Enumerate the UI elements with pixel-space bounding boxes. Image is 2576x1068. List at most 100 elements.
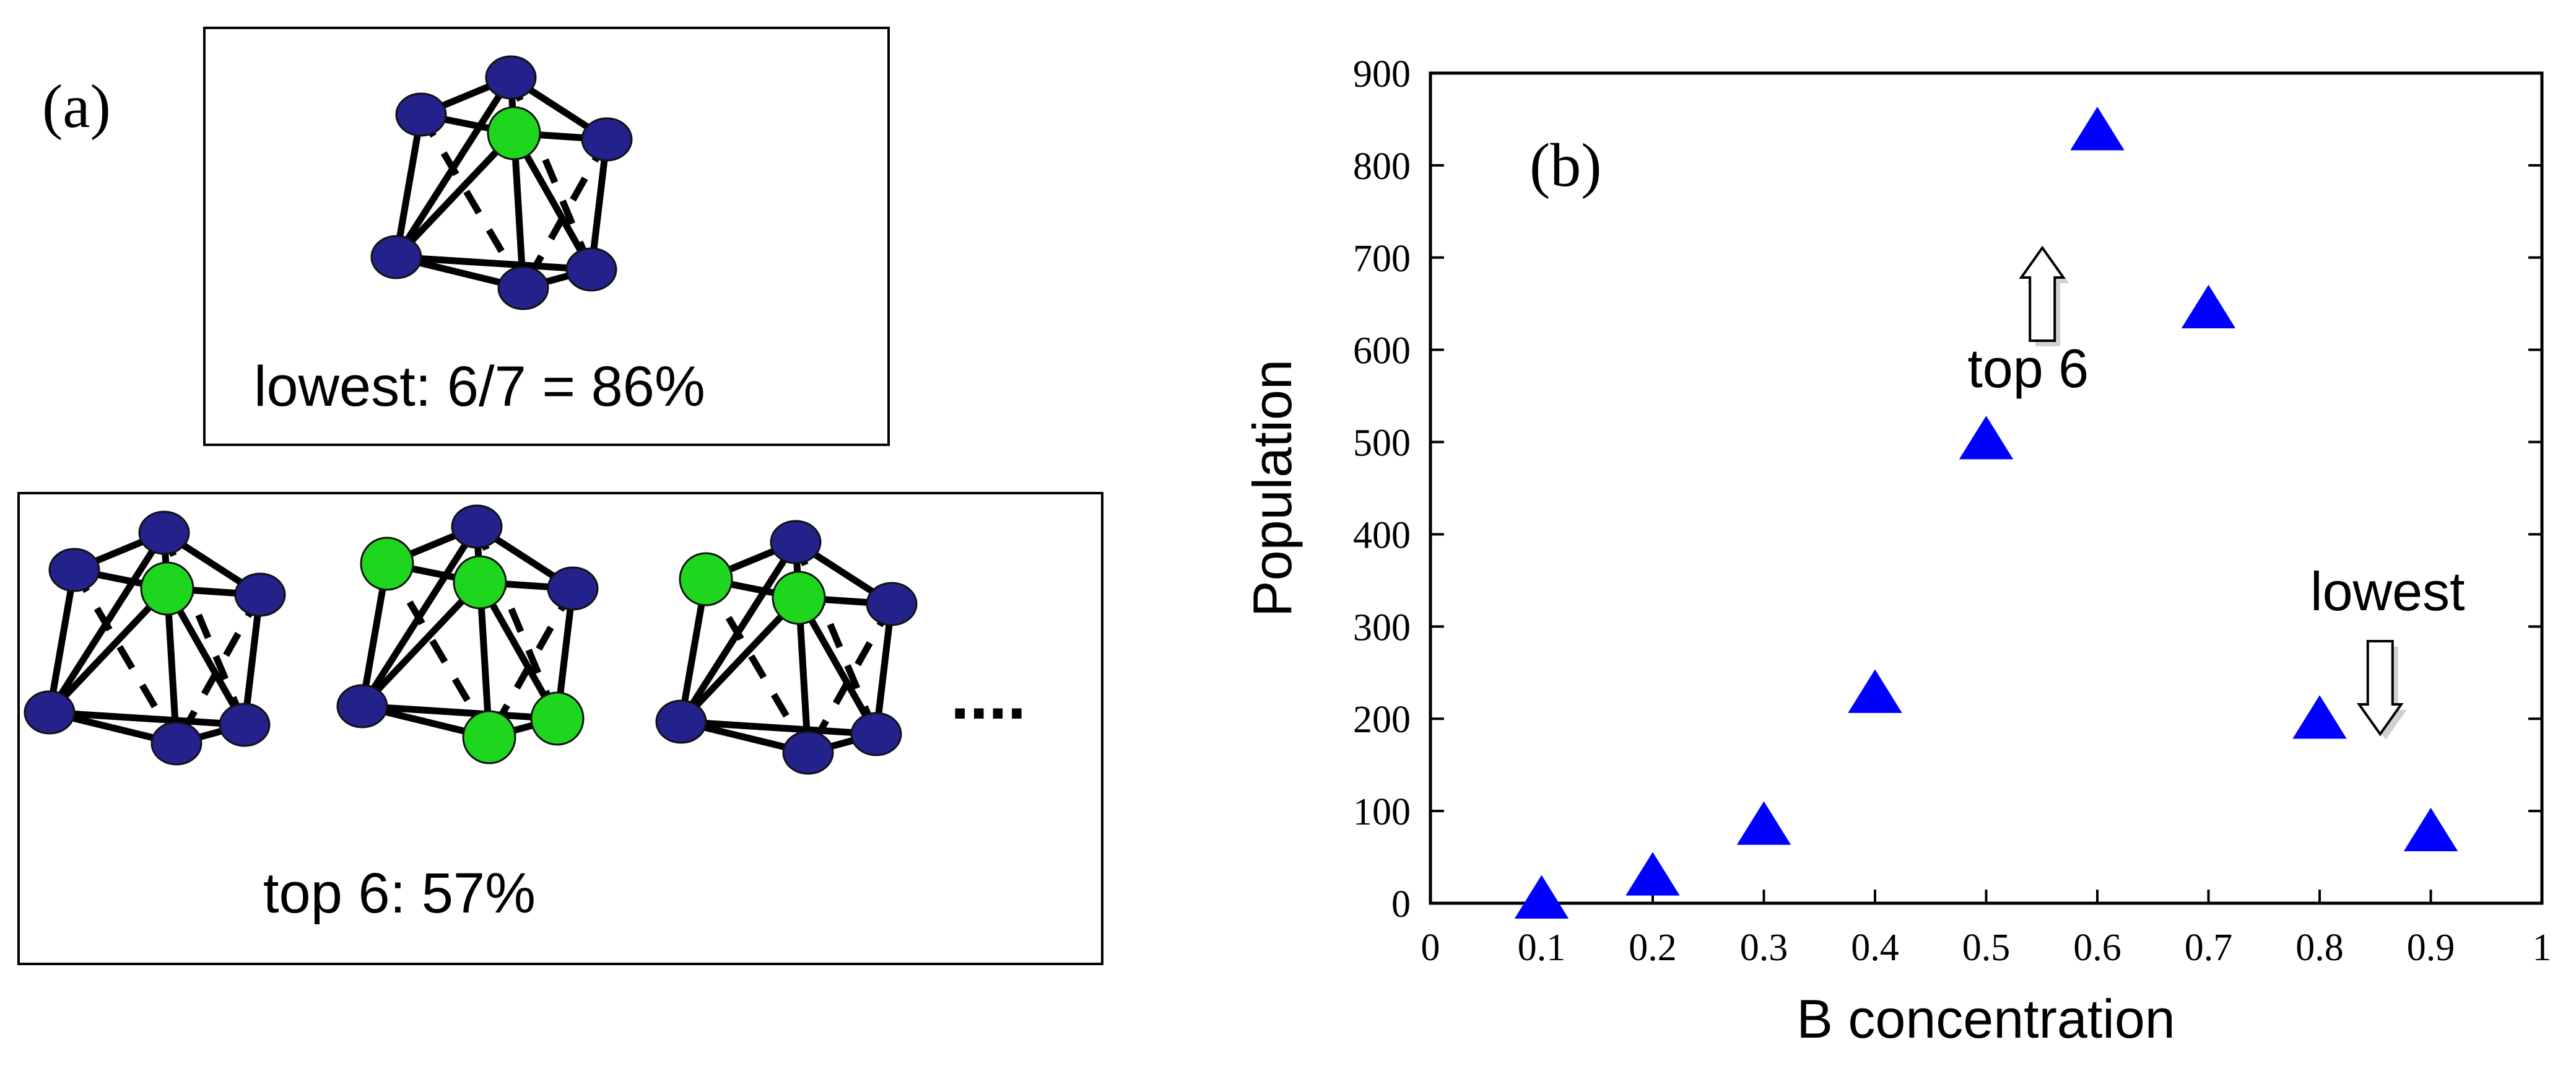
- top6-structures-box: [17, 492, 1103, 965]
- x-tick-label: 0: [1421, 927, 1440, 969]
- dashed-bond: [160, 531, 248, 727]
- data-point-triangle: [2070, 107, 2125, 151]
- bond: [47, 586, 170, 715]
- panel-a-label: (a): [42, 72, 111, 141]
- dashed-bond: [486, 587, 576, 739]
- data-point-triangle: [2181, 284, 2236, 328]
- green-atom: [360, 536, 414, 591]
- x-tick-label: 1: [2533, 927, 2552, 969]
- data-points: [1514, 107, 2458, 919]
- blue-atom: [24, 690, 76, 735]
- x-tick-label: 0.1: [1518, 927, 1566, 969]
- blue-atom: [565, 247, 617, 292]
- blue-atom: [770, 520, 822, 564]
- y-tick-label: 600: [1353, 330, 1411, 372]
- cluster: [370, 55, 633, 310]
- cluster: [24, 510, 286, 766]
- blue-atom: [234, 572, 286, 617]
- blue-atom: [370, 235, 422, 279]
- data-point-triangle: [1848, 669, 1902, 713]
- blue-atom: [150, 721, 202, 766]
- blue-atom: [581, 117, 633, 162]
- panel-b-label: (b): [1530, 131, 1602, 199]
- dashed-bond: [507, 76, 595, 271]
- green-atom: [140, 561, 194, 616]
- green-atom: [772, 571, 826, 625]
- blue-atom: [451, 504, 503, 549]
- dashed-bond: [520, 138, 610, 290]
- y-axis-title: Population: [1242, 359, 1303, 617]
- green-atom: [462, 710, 516, 764]
- dashed-bond: [384, 562, 492, 739]
- y-tick-label: 500: [1353, 422, 1411, 465]
- x-tick-label: 0.6: [2073, 927, 2121, 969]
- panel-a: (a) lowest: 6/7 = 86% .... top 6: 57%: [17, 27, 1103, 965]
- y-tick-label: 800: [1353, 146, 1411, 188]
- x-axis: 0 0.1 0.2 0.3 0.4 0.5 0.6 0.7 0.8 0.9 1: [1421, 890, 2552, 969]
- blue-atom: [866, 582, 918, 626]
- dashed-bond: [703, 577, 811, 755]
- annotations: top 6 lowest: [1967, 245, 2465, 740]
- y-tick-label: 700: [1353, 238, 1411, 280]
- lowest-structure-box: [203, 27, 890, 446]
- bond: [679, 595, 801, 724]
- x-tick-label: 0.8: [2295, 927, 2344, 969]
- dashed-bond: [418, 113, 526, 290]
- x-tick-label: 0.4: [1851, 927, 1899, 969]
- bond: [394, 131, 516, 260]
- data-point-triangle: [1959, 416, 2014, 460]
- dashed-bond: [792, 540, 880, 736]
- blue-atom: [48, 548, 100, 592]
- green-atom: [679, 552, 733, 606]
- top6-structure-clusters: [24, 504, 918, 775]
- top6-annotation: top 6: [1967, 338, 2089, 399]
- green-atom: [453, 555, 507, 610]
- x-tick-label: 0.9: [2407, 927, 2455, 969]
- x-axis-title: B concentration: [1796, 988, 2175, 1049]
- y-tick-label: 300: [1353, 606, 1411, 649]
- blue-atom: [336, 684, 388, 729]
- x-tick-label: 0.3: [1740, 927, 1788, 969]
- y-tick-label: 100: [1353, 791, 1411, 833]
- dashed-bond: [71, 568, 180, 745]
- blue-atom: [138, 510, 190, 555]
- blue-atom: [547, 566, 599, 611]
- x-tick-label: 0.5: [1962, 927, 2011, 969]
- green-atom: [487, 106, 541, 160]
- y-tick-label: 900: [1353, 53, 1411, 95]
- bond: [362, 703, 558, 722]
- bond: [360, 580, 482, 709]
- top6-arrow: [2019, 245, 2069, 346]
- blue-atom: [497, 266, 549, 310]
- blue-atom: [655, 699, 707, 744]
- x-tick-label: 0.7: [2185, 927, 2233, 969]
- y-tick-label: 0: [1391, 883, 1411, 926]
- data-point-triangle: [1736, 801, 1791, 845]
- lowest-annotation: lowest: [2310, 561, 2465, 622]
- x-tick-label: 0.2: [1629, 927, 1677, 969]
- bond: [396, 253, 592, 273]
- bond: [681, 718, 877, 738]
- bond: [46, 569, 78, 713]
- blue-atom: [219, 703, 271, 747]
- dashed-bond: [805, 602, 895, 755]
- cluster: [336, 504, 599, 764]
- top6-caption: top 6: 57%: [263, 862, 536, 925]
- top6-ellipsis: ....: [951, 657, 1026, 733]
- dashed-bond: [473, 525, 561, 720]
- y-tick-label: 400: [1353, 514, 1411, 556]
- data-point-triangle: [2292, 695, 2347, 739]
- data-point-triangle: [1514, 875, 1569, 919]
- blue-atom: [395, 92, 447, 137]
- y-tick-label: 200: [1353, 699, 1411, 741]
- data-point-triangle: [2403, 807, 2458, 852]
- blue-atom: [782, 730, 834, 775]
- blue-atom: [850, 712, 902, 756]
- green-atom: [530, 691, 585, 746]
- bond: [49, 709, 245, 729]
- lowest-arrow: [2356, 640, 2407, 740]
- lowest-caption: lowest: 6/7 = 86%: [254, 355, 705, 418]
- lowest-structure-clusters: [370, 55, 633, 310]
